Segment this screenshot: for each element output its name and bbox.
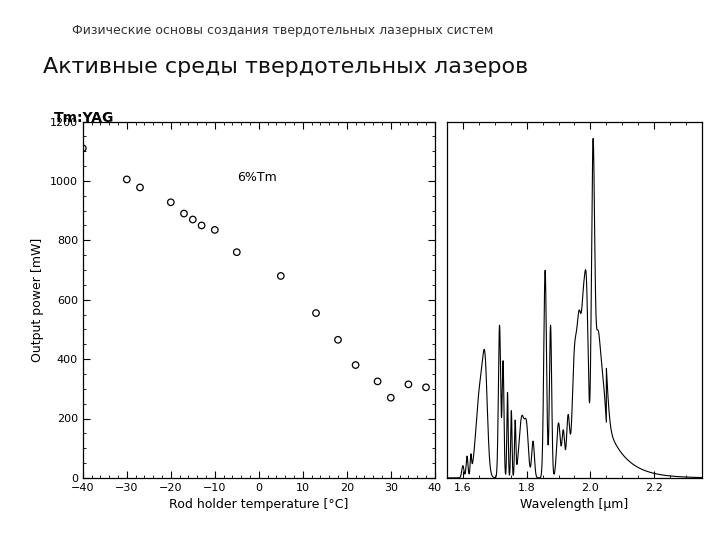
Point <box>402 380 414 389</box>
Point <box>196 221 207 230</box>
X-axis label: Wavelength [μm]: Wavelength [μm] <box>521 498 629 511</box>
X-axis label: Rod holder temperature [°C]: Rod holder temperature [°C] <box>169 498 348 511</box>
Point <box>134 183 145 192</box>
Point <box>385 393 397 402</box>
Y-axis label: Output power [mW]: Output power [mW] <box>31 238 44 362</box>
Point <box>332 335 343 344</box>
Point <box>209 226 220 234</box>
Point <box>275 272 287 280</box>
Point <box>179 210 190 218</box>
Point <box>310 309 322 318</box>
Point <box>420 383 432 391</box>
Point <box>350 361 361 369</box>
Text: Физические основы создания твердотельных лазерных систем: Физические основы создания твердотельных… <box>72 24 493 37</box>
Point <box>121 175 132 184</box>
Point <box>187 215 199 224</box>
Text: Активные среды твердотельных лазеров: Активные среды твердотельных лазеров <box>43 57 528 77</box>
Point <box>231 248 243 256</box>
Text: 6%Tm: 6%Tm <box>237 171 276 184</box>
Point <box>77 144 89 152</box>
Point <box>165 198 176 207</box>
Text: Tm:YAG: Tm:YAG <box>54 111 114 125</box>
Point <box>372 377 383 386</box>
